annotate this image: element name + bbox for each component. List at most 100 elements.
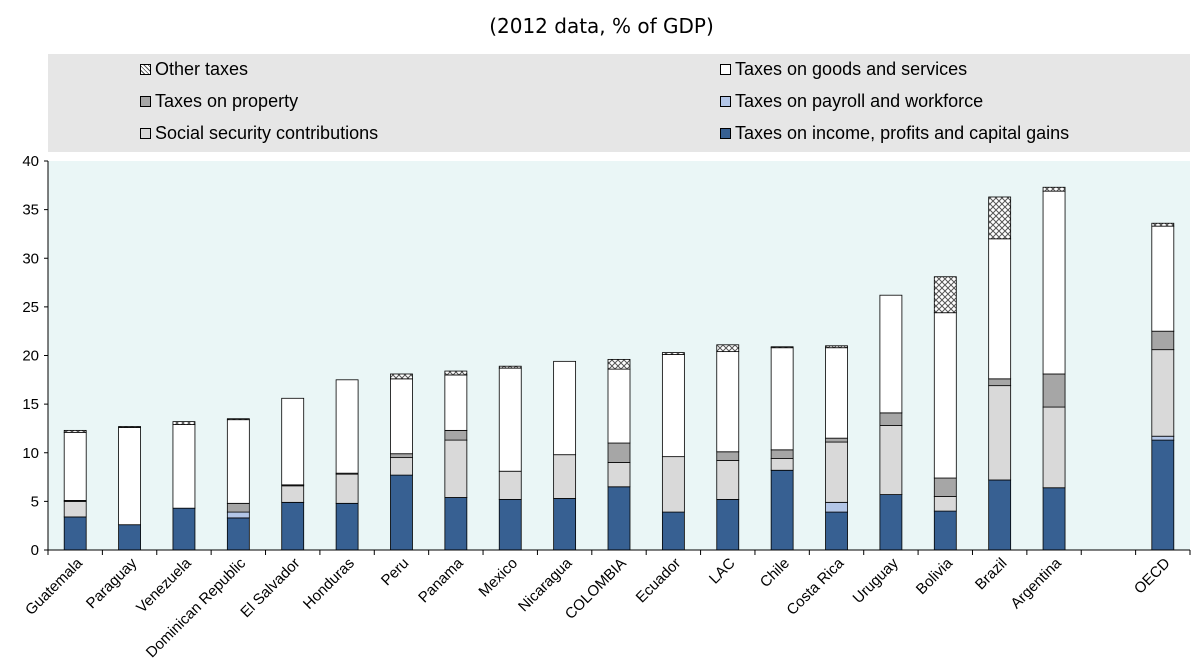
x-tick-label-lac: LAC: [706, 555, 739, 588]
bar-ecuador-taxes-on-income-profits-and-capital-gains: [661, 511, 685, 551]
bar-dominican-republic-taxes-on-property: [226, 502, 250, 513]
bar-brazil-taxes-on-property: [988, 378, 1012, 387]
bar-ecuador-other-taxes: [661, 352, 685, 355]
bar-paraguay-taxes-on-income-profits-and-capital-gains: [118, 524, 141, 551]
bar-guatemala-social-security-contributions: [63, 500, 87, 518]
bar-guatemala-taxes-on-income-profits-and-capital-gains: [63, 516, 87, 551]
bar-bolivia-other-taxes: [933, 276, 957, 314]
bar-panama-taxes-on-income-profits-and-capital-gains: [444, 497, 468, 551]
bar-colombia-taxes-on-income-profits-and-capital-gains: [607, 486, 631, 551]
bar-honduras-taxes-on-goods-and-services: [335, 379, 359, 474]
legend-item-goods-services: Taxes on goods and services: [720, 59, 967, 80]
x-tick-label-uruguay: Uruguay: [850, 554, 902, 606]
bar-lac-other-taxes: [716, 344, 740, 353]
bar-paraguay-taxes-on-goods-and-services: [118, 427, 141, 526]
y-tick-label: 15: [22, 396, 39, 413]
bar-nicaragua-taxes-on-goods-and-services: [553, 360, 577, 456]
bar-costa-rica-taxes-on-goods-and-services: [825, 347, 848, 439]
x-tick-label-guatemala: Guatemala: [22, 554, 86, 618]
bar-argentina-taxes-on-property: [1042, 373, 1066, 408]
bar-ecuador-taxes-on-goods-and-services: [661, 354, 685, 458]
bar-honduras-taxes-on-income-profits-and-capital-gains: [335, 502, 359, 551]
bars-group: [63, 186, 1175, 551]
bar-chile-other-taxes: [770, 346, 794, 349]
bar-costa-rica-other-taxes: [825, 345, 848, 349]
bar-argentina-other-taxes: [1042, 186, 1066, 192]
bar-brazil-taxes-on-goods-and-services: [988, 238, 1012, 380]
bar-costa-rica-social-security-contributions: [825, 441, 848, 503]
x-tick-label-argentina: Argentina: [1007, 554, 1065, 612]
bar-colombia-social-security-contributions: [607, 462, 631, 488]
legend-label-goods-services: Taxes on goods and services: [735, 59, 968, 79]
bar-el-salvador-taxes-on-goods-and-services: [281, 397, 305, 486]
bar-oecd-other-taxes: [1151, 222, 1175, 227]
legend-swatch-income: [720, 128, 731, 139]
bar-mexico-social-security-contributions: [498, 470, 522, 500]
bar-panama-other-taxes: [444, 370, 468, 376]
bar-bolivia-taxes-on-goods-and-services: [933, 312, 957, 479]
legend-swatch-other-taxes: [140, 64, 151, 75]
bar-panama-taxes-on-property: [444, 429, 468, 441]
bar-oecd-taxes-on-income-profits-and-capital-gains: [1151, 439, 1175, 551]
bar-panama-taxes-on-goods-and-services: [444, 374, 468, 431]
y-tick-label: 20: [22, 348, 39, 365]
bar-brazil-other-taxes: [988, 196, 1012, 240]
legend-swatch-social-security: [140, 128, 151, 139]
y-tick-label: 5: [31, 493, 39, 510]
y-tick-label: 10: [22, 445, 39, 462]
x-tick-label-brazil: Brazil: [972, 555, 1011, 594]
legend-label-social-security: Social security contributions: [155, 123, 379, 143]
bar-honduras-social-security-contributions: [335, 473, 359, 504]
bar-oecd-taxes-on-goods-and-services: [1151, 225, 1175, 332]
legend-item-income: Taxes on income, profits and capital gai…: [720, 123, 1069, 144]
bar-colombia-taxes-on-goods-and-services: [607, 368, 631, 444]
bar-chile-social-security-contributions: [770, 458, 794, 471]
bar-uruguay-taxes-on-income-profits-and-capital-gains: [879, 494, 903, 551]
bar-peru-taxes-on-property: [390, 453, 413, 459]
x-tick-label-bolivia: Bolivia: [913, 554, 957, 598]
bar-dominican-republic-taxes-on-goods-and-services: [226, 419, 250, 504]
bar-venezuela-other-taxes: [172, 421, 196, 425]
bar-costa-rica-taxes-on-income-profits-and-capital-gains: [825, 511, 848, 551]
bar-lac-social-security-contributions: [716, 460, 740, 500]
x-tick-label-chile: Chile: [757, 555, 793, 591]
bar-oecd-social-security-contributions: [1151, 349, 1175, 437]
bar-lac-taxes-on-goods-and-services: [716, 351, 740, 453]
x-tick-label-panama: Panama: [415, 554, 467, 606]
legend: Other taxes Taxes on property Social sec…: [48, 54, 1190, 152]
bar-peru-other-taxes: [390, 373, 413, 380]
bar-costa-rica-taxes-on-property: [825, 437, 848, 443]
bar-colombia-other-taxes: [607, 358, 631, 370]
y-tick-label: 40: [22, 153, 39, 170]
legend-item-property: Taxes on property: [140, 91, 298, 112]
bar-peru-taxes-on-income-profits-and-capital-gains: [390, 474, 413, 551]
bar-chile-taxes-on-income-profits-and-capital-gains: [770, 469, 794, 551]
bar-venezuela-taxes-on-goods-and-services: [172, 424, 196, 509]
x-tick-label-dominican-republic: Dominican Republic: [143, 554, 250, 661]
bar-uruguay-taxes-on-property: [879, 412, 903, 426]
chart-subtitle: (2012 data, % of GDP): [489, 14, 714, 38]
bar-nicaragua-taxes-on-income-profits-and-capital-gains: [553, 498, 577, 551]
bar-peru-taxes-on-goods-and-services: [390, 378, 413, 455]
bar-ecuador-social-security-contributions: [661, 456, 685, 513]
bar-mexico-taxes-on-income-profits-and-capital-gains: [498, 499, 522, 551]
bar-guatemala-taxes-on-goods-and-services: [63, 431, 87, 501]
legend-item-social-security: Social security contributions: [140, 123, 378, 144]
bar-el-salvador-taxes-on-income-profits-and-capital-gains: [281, 501, 305, 551]
bar-paraguay-other-taxes: [118, 426, 141, 428]
legend-label-income: Taxes on income, profits and capital gai…: [735, 123, 1070, 143]
bar-dominican-republic-taxes-on-income-profits-and-capital-gains: [226, 517, 250, 551]
bar-nicaragua-social-security-contributions: [553, 454, 577, 499]
bar-argentina-taxes-on-goods-and-services: [1042, 190, 1066, 375]
bar-dominican-republic-other-taxes: [226, 418, 250, 421]
bar-lac-taxes-on-income-profits-and-capital-gains: [716, 499, 740, 551]
legend-label-payroll: Taxes on payroll and workforce: [735, 91, 984, 111]
legend-item-payroll: Taxes on payroll and workforce: [720, 91, 983, 112]
bar-chile-taxes-on-property: [770, 449, 794, 459]
legend-swatch-payroll: [720, 96, 731, 107]
bar-colombia-taxes-on-property: [607, 442, 631, 463]
bar-uruguay-social-security-contributions: [879, 425, 903, 495]
bar-chile-taxes-on-goods-and-services: [770, 347, 794, 451]
